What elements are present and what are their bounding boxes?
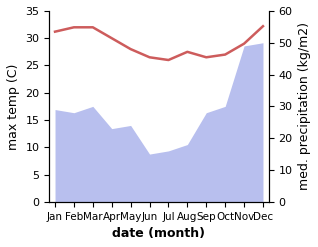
X-axis label: date (month): date (month) bbox=[113, 227, 205, 240]
Y-axis label: max temp (C): max temp (C) bbox=[7, 63, 20, 149]
Y-axis label: med. precipitation (kg/m2): med. precipitation (kg/m2) bbox=[298, 22, 311, 190]
